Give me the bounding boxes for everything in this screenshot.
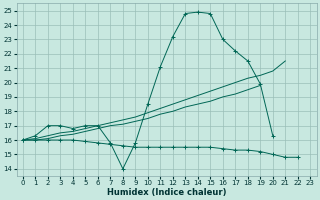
X-axis label: Humidex (Indice chaleur): Humidex (Indice chaleur)	[107, 188, 226, 197]
